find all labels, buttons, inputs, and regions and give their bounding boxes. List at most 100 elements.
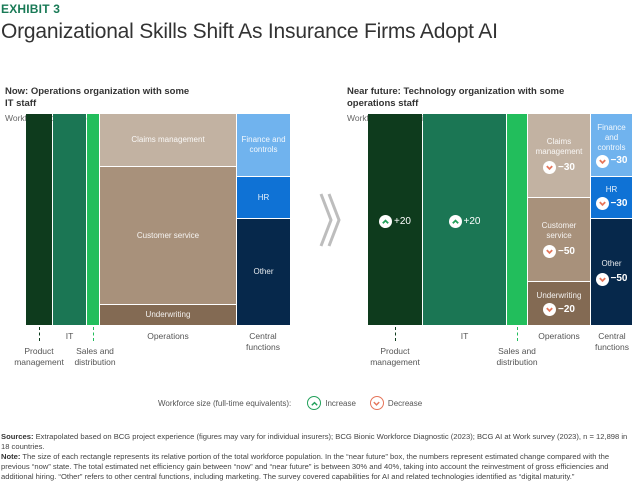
future-product-change: +20: [379, 215, 411, 228]
future-panel-heading: Near future: Technology organization wit…: [347, 86, 564, 110]
future-cs-change: −50: [543, 245, 575, 258]
page-title: Organizational Skills Shift As Insurance…: [1, 20, 498, 43]
now-sales-tick: [93, 327, 94, 341]
future-it: +20: [423, 114, 506, 325]
now-axis-product: Product management: [4, 346, 74, 368]
footer-notes: Sources: Extrapolated based on BCG proje…: [1, 432, 635, 482]
now-axis-product-line1: Product: [24, 346, 54, 356]
future-axis-product-line2: management: [370, 357, 420, 367]
note-text: The size of each rectangle represents it…: [1, 452, 610, 481]
future-it-change: +20: [448, 215, 481, 228]
future-claims-line1: Claims: [546, 137, 572, 146]
now-product-management: [26, 114, 52, 325]
future-finance-line3: controls: [597, 142, 626, 152]
now-customer-service: Customer service: [100, 167, 236, 304]
now-finance-label: Finance and controls: [241, 135, 286, 154]
future-underwriting-label: Underwriting: [536, 291, 582, 300]
future-finance-value: −30: [610, 155, 628, 166]
future-other-value: −50: [610, 273, 628, 284]
future-axis-it: IT: [460, 331, 469, 341]
future-axis-product-line1: Product: [380, 346, 410, 356]
future-finance-change: −30: [595, 154, 628, 168]
decrease-icon: [543, 303, 557, 316]
now-underwriting: Underwriting: [100, 305, 236, 325]
now-axis-sales-line1: Sales and: [76, 346, 114, 356]
future-other-change: −50: [595, 272, 628, 286]
note-label: Note:: [1, 452, 21, 461]
future-underwriting-value: −20: [558, 303, 575, 315]
now-claims-label: Claims management: [131, 135, 205, 144]
now-hr: HR: [237, 177, 290, 218]
legend: Workforce size (full-time equivalents): …: [158, 396, 422, 410]
future-heading-line2: operations staff: [347, 98, 419, 109]
note: Note: The size of each rectangle represe…: [1, 452, 635, 482]
decrease-icon: [369, 396, 384, 410]
future-axis-central: Central functions: [588, 331, 636, 353]
future-other-label: Other: [601, 258, 622, 268]
future-hr-value: −30: [610, 197, 628, 209]
now-claims: Claims management: [100, 114, 236, 166]
now-axis-central-line1: Central: [249, 331, 277, 341]
now-axis-sales: Sales and distribution: [63, 346, 127, 368]
future-cs-line2: service: [546, 231, 572, 240]
now-other-label: Other: [253, 267, 274, 276]
decrease-icon: [543, 245, 557, 258]
future-product-value: +20: [394, 215, 411, 227]
future-claims-value: −30: [558, 161, 575, 173]
future-finance-line1: Finance: [597, 122, 626, 132]
future-heading-line1: Near future: Technology organization wit…: [347, 86, 565, 97]
legend-label: Workforce size (full-time equivalents):: [158, 398, 292, 408]
future-finance-line2: and: [604, 132, 619, 142]
increase-icon: [448, 215, 462, 228]
legend-decrease: Decrease: [369, 396, 422, 410]
decrease-icon: [595, 272, 609, 286]
increase-icon: [307, 396, 322, 410]
decrease-icon: [595, 197, 609, 210]
decrease-icon: [595, 154, 609, 168]
now-heading-line1: Now: Operations organization with some: [5, 86, 190, 97]
future-axis-sales: Sales and distribution: [485, 346, 549, 368]
future-it-value: +20: [463, 215, 481, 227]
now-other: Other: [237, 219, 290, 325]
now-hr-label: HR: [257, 192, 270, 202]
future-hr-label: HR: [605, 185, 618, 194]
future-other: Other −50: [591, 219, 632, 325]
future-underwriting: Underwriting −20: [528, 282, 590, 325]
future-claims: Claims management −30: [528, 114, 590, 197]
now-it: [53, 114, 86, 325]
future-axis-sales-line1: Sales and: [498, 346, 536, 356]
sources-note: Sources: Extrapolated based on BCG proje…: [1, 432, 635, 452]
now-finance: Finance and controls: [237, 114, 290, 176]
future-sales: [507, 114, 527, 325]
future-sales-tick: [517, 327, 518, 341]
increase-icon: [379, 215, 393, 228]
future-finance: Finance and controls −30: [591, 114, 632, 176]
now-sales: [87, 114, 99, 325]
exhibit-label: EXHIBIT 3: [1, 2, 61, 16]
future-axis-central-line2: functions: [594, 342, 630, 352]
now-underwriting-label: Underwriting: [145, 310, 191, 319]
now-axis-it: IT: [65, 331, 74, 341]
double-chevron-right-icon: [319, 193, 341, 247]
now-axis-central-line2: functions: [245, 342, 281, 352]
legend-increase-label: Increase: [325, 398, 356, 408]
decrease-icon: [543, 161, 557, 174]
now-axis-operations: Operations: [147, 331, 189, 341]
future-hr-change: −30: [595, 197, 628, 210]
now-panel-heading: Now: Operations organization with some I…: [5, 86, 189, 110]
future-underwriting-change: −20: [543, 303, 575, 316]
future-cs-value: −50: [558, 245, 575, 257]
now-cs-label: Customer service: [136, 230, 200, 240]
future-cs-line1: Customer: [541, 221, 577, 230]
future-product-management: +20: [368, 114, 422, 325]
now-axis-central: Central functions: [232, 331, 294, 353]
future-customer-service: Customer service −50: [528, 198, 590, 281]
future-axis-sales-line2: distribution: [496, 357, 538, 367]
future-product-tick: [395, 327, 396, 341]
future-claims-change: −30: [543, 161, 575, 174]
legend-increase: Increase: [307, 396, 356, 410]
future-claims-line2: management: [535, 147, 583, 156]
future-axis-product: Product management: [360, 346, 430, 368]
sources-text: Extrapolated based on BCG project experi…: [1, 432, 628, 451]
now-axis-product-line2: management: [14, 357, 64, 367]
